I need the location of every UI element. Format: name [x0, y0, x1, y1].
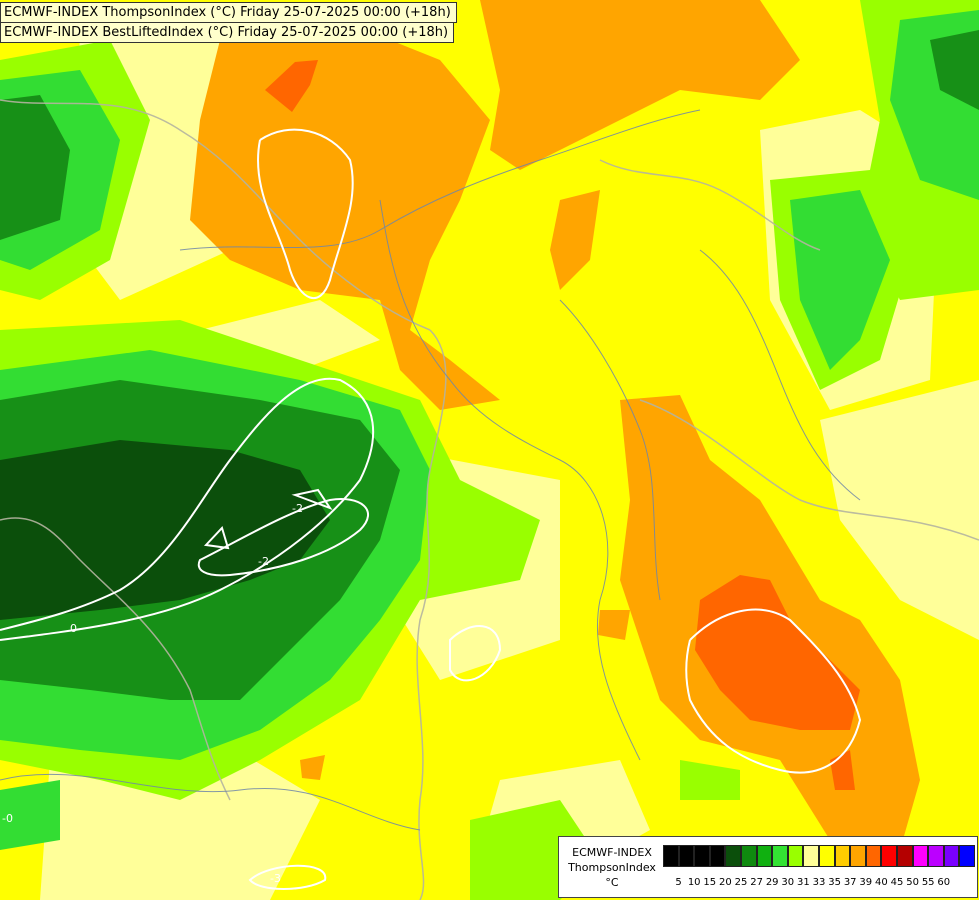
legend-swatch — [678, 845, 695, 867]
legend-swatch — [865, 845, 882, 867]
map-title-thompson-index: ECMWF-INDEX ThompsonIndex (°C) Friday 25… — [0, 2, 457, 23]
contour-label: -0 — [2, 812, 13, 825]
legend-swatch — [834, 845, 851, 867]
legend-swatch — [959, 845, 975, 867]
legend-tick-label: 50 — [906, 877, 919, 888]
legend-tick-label: 55 — [921, 877, 935, 888]
legend-swatch — [803, 845, 819, 867]
legend-swatch — [928, 845, 944, 867]
legend-swatch — [850, 845, 866, 867]
legend-tick-label: 33 — [812, 877, 826, 888]
legend-swatch — [819, 845, 835, 867]
contour-label: -2 — [292, 502, 303, 515]
legend-tick-label: 5 — [675, 877, 682, 888]
legend-tick-label: 31 — [797, 877, 810, 888]
legend-swatch — [663, 845, 679, 867]
legend-swatch — [772, 845, 788, 867]
legend-swatch — [756, 845, 773, 867]
legend-tick-label: 40 — [875, 877, 888, 888]
legend-model: ECMWF-INDEX — [572, 846, 652, 859]
legend-tick-label: 25 — [734, 877, 748, 888]
legend-swatch — [881, 845, 897, 867]
map-title-best-lifted-index: ECMWF-INDEX BestLiftedIndex (°C) Friday … — [0, 22, 455, 43]
legend-swatch — [897, 845, 913, 867]
legend-swatch — [787, 845, 804, 867]
contour-label: -2 — [258, 555, 269, 568]
legend-tick-label: 20 — [719, 877, 732, 888]
legend-tick-label: 35 — [828, 877, 841, 888]
contour-label: 0 — [70, 622, 77, 635]
legend-swatch — [694, 845, 710, 867]
legend-tick-label: 37 — [843, 877, 857, 888]
legend-tick-label: 60 — [937, 877, 951, 888]
legend-tick-label: 30 — [781, 877, 795, 888]
lifted-index-contours — [0, 128, 862, 890]
legend-swatch — [912, 845, 929, 867]
legend-tick-label: 45 — [890, 877, 904, 888]
country-borders — [0, 99, 979, 900]
legend-swatch — [725, 845, 741, 867]
legend-swatch — [709, 845, 726, 867]
legend-parameter: ThompsonIndex — [568, 861, 656, 874]
legend-tick-label: 29 — [765, 877, 779, 888]
legend-tick-label: 10 — [687, 877, 701, 888]
legend-swatch — [741, 845, 757, 867]
legend-swatch — [943, 845, 960, 867]
legend-unit: °C — [605, 876, 619, 889]
legend-title: ECMWF-INDEX ThompsonIndex °C — [562, 845, 662, 890]
legend-tick-label: 27 — [750, 877, 763, 888]
contour-label: -3 — [270, 872, 281, 885]
color-legend: ECMWF-INDEX ThompsonIndex °C 5 10 15 20 25 27… — [558, 836, 978, 898]
rivers-and-regions — [0, 109, 861, 831]
contour-label-group: -2 -2 0 -0 -3 — [2, 502, 303, 885]
legend-tick-label: 39 — [859, 877, 873, 888]
legend-tick-label: 15 — [703, 877, 717, 888]
